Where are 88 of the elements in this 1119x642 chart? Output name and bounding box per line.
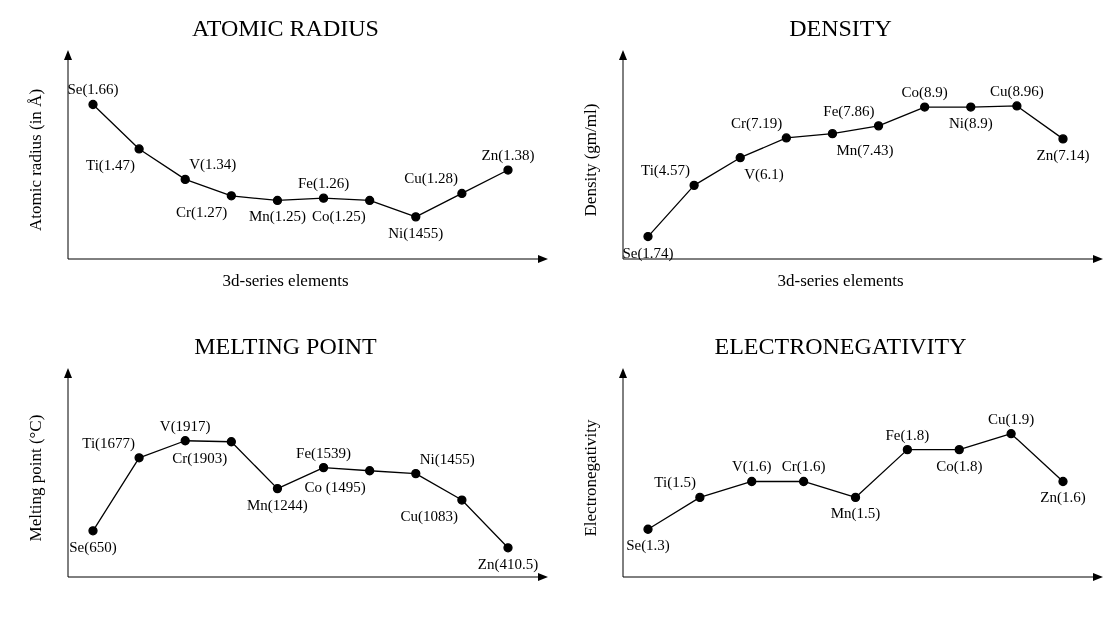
point [827, 128, 838, 139]
data-label: V(1.34) [189, 156, 237, 174]
point [272, 483, 283, 494]
point [503, 543, 513, 553]
chart-title: MELTING POINT [193, 332, 378, 361]
data-label: Ti(4.57) [641, 162, 691, 180]
data-label: Se(1.66) [67, 81, 119, 99]
point [226, 191, 236, 201]
point [503, 165, 513, 175]
data-label: V(6.1) [744, 165, 784, 183]
point [180, 436, 190, 446]
data-label: Co(1.8) [936, 457, 983, 475]
point [318, 193, 329, 203]
x-axis-title: 3d-series elements [776, 271, 905, 291]
point [920, 102, 930, 112]
point [1012, 101, 1022, 111]
point [272, 195, 283, 206]
data-label: Fe(7.86) [823, 102, 875, 120]
data-label: Cr(7.19) [731, 114, 783, 132]
point [781, 133, 791, 143]
data-label: Mn(7.43) [836, 141, 894, 159]
data-label: Zn(1.6) [1040, 489, 1086, 507]
data-label: Co (1495) [304, 478, 366, 496]
chart-title: DENSITY [788, 14, 893, 43]
point [954, 444, 964, 455]
point [411, 212, 421, 222]
point [457, 188, 467, 199]
point [365, 195, 375, 206]
point [798, 476, 809, 487]
y-axis-title: Electronegativity [581, 418, 601, 537]
chart-title: ELECTRONEGATIVITY [713, 332, 968, 361]
data-label: V(1917) [159, 417, 211, 435]
data-label: Zn(410.5) [477, 555, 539, 573]
data-label: Cr(1.6) [781, 458, 826, 476]
point [850, 492, 861, 503]
data-label: Ti(1.47) [86, 156, 136, 174]
data-label: Ni(1455) [388, 224, 444, 242]
data-label: Ti(1677) [82, 434, 136, 452]
point [966, 102, 976, 112]
data-label: Fe(1.8) [885, 426, 930, 444]
data-label: Se(650) [69, 538, 117, 556]
point [902, 444, 913, 455]
point [318, 462, 329, 473]
data-label: Mn(1.25) [248, 208, 306, 226]
point [180, 174, 190, 185]
data-label: Mn(1244) [247, 496, 308, 514]
y-axis-title: Melting point (°C) [26, 414, 46, 541]
x-axis-title: 3d-series elements [221, 271, 350, 291]
point [134, 144, 144, 154]
point [1006, 429, 1016, 439]
point [1058, 134, 1068, 144]
data-label: Ti(1.5) [654, 474, 696, 492]
point [735, 153, 745, 163]
data-label: Zn(1.38) [481, 147, 535, 165]
data-label: Se(1.3) [626, 537, 670, 555]
point [365, 466, 375, 476]
data-label: Fe(1539) [296, 444, 352, 462]
point [747, 476, 757, 487]
data-label: Cu(1.9) [988, 410, 1035, 428]
data-label: Cu(1.28) [404, 170, 458, 188]
point [689, 180, 699, 191]
point [873, 121, 884, 131]
point [88, 99, 98, 110]
point [88, 526, 98, 536]
data-label: Mn(1.5) [830, 505, 881, 523]
data-label: Cr(1903) [172, 449, 228, 467]
data-label: V(1.6) [731, 458, 772, 476]
data-label: Ni(1455) [419, 450, 475, 468]
data-label: Cu(8.96) [990, 82, 1044, 100]
data-label: Co(8.9) [901, 84, 948, 102]
point [643, 524, 653, 534]
point [226, 437, 236, 447]
point [134, 453, 144, 463]
point [643, 231, 653, 242]
data-label: Co(1.25) [311, 208, 366, 226]
chart-title: ATOMIC RADIUS [191, 14, 380, 43]
data-label: Se(1.74) [622, 244, 674, 262]
point [695, 492, 705, 503]
point [1058, 476, 1068, 487]
data-label: Cr(1.27) [176, 203, 228, 221]
data-label: Ni(8.9) [948, 115, 993, 133]
y-axis-title: Density (gm/ml) [581, 103, 601, 216]
y-axis-title: Atomic radius (in Å) [26, 88, 46, 231]
data-label: Cu(1083) [400, 508, 458, 526]
point [457, 495, 467, 505]
data-label: Zn(7.14) [1036, 146, 1090, 164]
point [411, 468, 421, 479]
data-label: Fe(1.26) [297, 175, 350, 193]
